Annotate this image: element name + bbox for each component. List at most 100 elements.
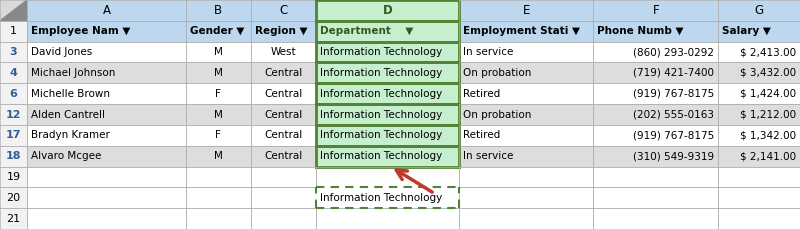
Bar bbox=[459, 21, 594, 42]
Bar bbox=[594, 0, 718, 21]
Bar bbox=[251, 208, 316, 229]
Text: In service: In service bbox=[463, 47, 514, 57]
Text: (919) 767-8175: (919) 767-8175 bbox=[634, 130, 714, 140]
Text: 3: 3 bbox=[10, 47, 18, 57]
Text: Retired: Retired bbox=[463, 130, 501, 140]
Bar bbox=[594, 208, 718, 229]
Bar bbox=[27, 187, 186, 208]
Bar bbox=[0, 0, 27, 21]
Bar bbox=[0, 166, 27, 187]
Text: Retired: Retired bbox=[463, 89, 501, 99]
Text: $ 3,432.00: $ 3,432.00 bbox=[740, 68, 796, 78]
Bar bbox=[27, 0, 186, 21]
Text: (860) 293-0292: (860) 293-0292 bbox=[634, 47, 714, 57]
Text: C: C bbox=[279, 4, 288, 17]
Text: On probation: On probation bbox=[463, 109, 532, 120]
Text: $ 2,413.00: $ 2,413.00 bbox=[740, 47, 796, 57]
Bar bbox=[251, 125, 316, 146]
Bar bbox=[251, 83, 316, 104]
Text: A: A bbox=[102, 4, 110, 17]
Bar bbox=[186, 21, 251, 42]
Text: M: M bbox=[214, 68, 222, 78]
Text: Central: Central bbox=[265, 68, 302, 78]
Bar bbox=[718, 0, 800, 21]
Text: $ 1,424.00: $ 1,424.00 bbox=[740, 89, 796, 99]
Text: David Jones: David Jones bbox=[31, 47, 93, 57]
Polygon shape bbox=[0, 0, 27, 21]
Bar bbox=[594, 83, 718, 104]
Bar bbox=[459, 104, 594, 125]
Bar bbox=[718, 125, 800, 146]
Bar bbox=[459, 187, 594, 208]
Bar bbox=[186, 42, 251, 63]
Bar bbox=[0, 104, 27, 125]
Bar bbox=[0, 125, 27, 146]
Text: 4: 4 bbox=[10, 68, 18, 78]
Bar bbox=[316, 166, 459, 187]
Bar bbox=[459, 83, 594, 104]
Bar bbox=[316, 187, 459, 208]
Text: F: F bbox=[215, 89, 222, 99]
Bar bbox=[316, 0, 459, 21]
Text: 18: 18 bbox=[6, 151, 22, 161]
Text: F: F bbox=[215, 130, 222, 140]
Text: West: West bbox=[270, 47, 296, 57]
Text: On probation: On probation bbox=[463, 68, 532, 78]
Text: $ 2,141.00: $ 2,141.00 bbox=[740, 151, 796, 161]
Text: Gender ▼: Gender ▼ bbox=[190, 26, 244, 36]
Bar bbox=[186, 83, 251, 104]
Bar bbox=[27, 125, 186, 146]
Bar bbox=[0, 187, 27, 208]
Text: Information Technology: Information Technology bbox=[320, 193, 442, 203]
Bar bbox=[0, 21, 27, 42]
Bar bbox=[718, 42, 800, 63]
Bar bbox=[186, 125, 251, 146]
Text: $ 1,342.00: $ 1,342.00 bbox=[740, 130, 796, 140]
Text: (719) 421-7400: (719) 421-7400 bbox=[634, 68, 714, 78]
Bar bbox=[459, 0, 594, 21]
Text: Alvaro Mcgee: Alvaro Mcgee bbox=[31, 151, 102, 161]
Bar bbox=[459, 42, 594, 63]
Bar bbox=[186, 208, 251, 229]
Text: D: D bbox=[383, 4, 393, 17]
Text: E: E bbox=[522, 4, 530, 17]
Text: M: M bbox=[214, 109, 222, 120]
Text: M: M bbox=[214, 151, 222, 161]
Text: Employee Nam ▼: Employee Nam ▼ bbox=[31, 26, 130, 36]
Bar bbox=[186, 104, 251, 125]
Text: (310) 549-9319: (310) 549-9319 bbox=[634, 151, 714, 161]
Bar bbox=[594, 187, 718, 208]
Bar bbox=[251, 146, 316, 166]
Text: 21: 21 bbox=[6, 214, 21, 224]
Text: (919) 767-8175: (919) 767-8175 bbox=[634, 89, 714, 99]
Bar bbox=[27, 104, 186, 125]
Bar bbox=[186, 166, 251, 187]
Bar bbox=[251, 0, 316, 21]
Bar bbox=[718, 187, 800, 208]
Bar bbox=[316, 208, 459, 229]
Bar bbox=[186, 187, 251, 208]
Bar bbox=[0, 83, 27, 104]
Bar bbox=[27, 83, 186, 104]
Bar bbox=[459, 166, 594, 187]
Bar bbox=[594, 146, 718, 166]
Bar bbox=[316, 21, 459, 42]
Bar bbox=[27, 21, 186, 42]
Bar bbox=[316, 83, 459, 104]
Bar bbox=[316, 125, 459, 146]
Text: Phone Numb ▼: Phone Numb ▼ bbox=[598, 26, 684, 36]
Text: Central: Central bbox=[265, 130, 302, 140]
Text: Department    ▼: Department ▼ bbox=[320, 26, 414, 36]
Bar bbox=[27, 208, 186, 229]
Text: 20: 20 bbox=[6, 193, 21, 203]
Text: Employment Stati ▼: Employment Stati ▼ bbox=[463, 26, 580, 36]
Bar bbox=[27, 146, 186, 166]
Text: Central: Central bbox=[265, 151, 302, 161]
Bar bbox=[186, 0, 251, 21]
Bar bbox=[316, 42, 459, 63]
Bar bbox=[459, 125, 594, 146]
Text: 6: 6 bbox=[10, 89, 18, 99]
Bar bbox=[459, 208, 594, 229]
Bar bbox=[186, 63, 251, 83]
Text: Michelle Brown: Michelle Brown bbox=[31, 89, 110, 99]
